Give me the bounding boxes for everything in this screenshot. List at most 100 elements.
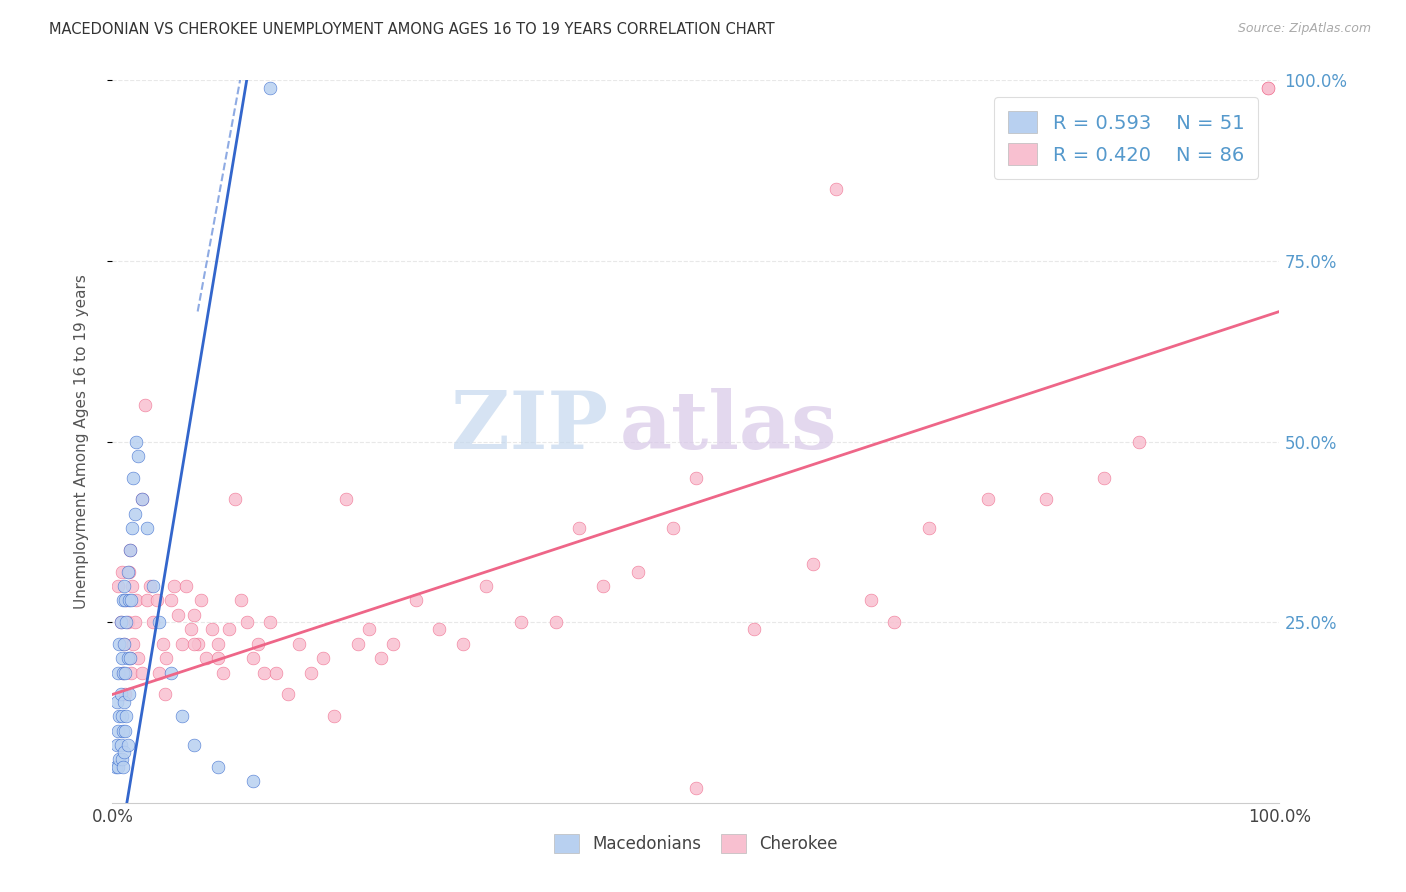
Point <box>744 623 766 637</box>
Point <box>125 593 148 607</box>
Point <box>111 752 134 766</box>
Point <box>253 665 276 680</box>
Point <box>114 665 136 680</box>
Point <box>661 521 683 535</box>
Point <box>124 507 146 521</box>
Text: atlas: atlas <box>620 388 838 467</box>
Point <box>108 752 131 766</box>
Point <box>124 615 146 630</box>
Point <box>107 579 129 593</box>
Point <box>139 579 162 593</box>
Point <box>131 665 153 680</box>
Point <box>114 593 136 607</box>
Text: Source: ZipAtlas.com: Source: ZipAtlas.com <box>1237 22 1371 36</box>
Point <box>112 637 135 651</box>
Point <box>160 665 183 680</box>
Point <box>976 492 998 507</box>
Point <box>153 687 176 701</box>
Point <box>509 615 531 630</box>
Point <box>207 760 229 774</box>
Point <box>229 593 252 607</box>
Point <box>264 665 287 680</box>
Point <box>207 651 229 665</box>
Point <box>111 665 134 680</box>
Point <box>134 398 156 412</box>
Point <box>172 709 194 723</box>
Point <box>335 492 357 507</box>
Point <box>118 651 141 665</box>
Point <box>111 723 134 738</box>
Point <box>405 593 427 607</box>
Point <box>108 637 131 651</box>
Point <box>118 542 141 557</box>
Point <box>163 579 186 593</box>
Point <box>111 760 134 774</box>
Point <box>174 579 197 593</box>
Point <box>427 623 450 637</box>
Point <box>125 434 148 449</box>
Point <box>105 695 128 709</box>
Point <box>883 615 905 630</box>
Point <box>148 665 170 680</box>
Point <box>136 521 159 535</box>
Point <box>146 593 169 607</box>
Point <box>127 449 149 463</box>
Point <box>118 651 141 665</box>
Point <box>155 651 177 665</box>
Point <box>131 492 153 507</box>
Point <box>183 637 205 651</box>
Point <box>142 579 165 593</box>
Point <box>122 637 145 651</box>
Point <box>111 593 134 607</box>
Point <box>136 593 159 607</box>
Point <box>117 615 139 630</box>
Point <box>259 80 281 95</box>
Y-axis label: Unemployment Among Ages 16 to 19 years: Unemployment Among Ages 16 to 19 years <box>75 274 89 609</box>
Point <box>627 565 650 579</box>
Point <box>117 565 139 579</box>
Point <box>288 637 311 651</box>
Point <box>118 687 141 701</box>
Point <box>1035 492 1057 507</box>
Point <box>242 774 264 789</box>
Point <box>323 709 346 723</box>
Point <box>346 637 368 651</box>
Point <box>359 623 381 637</box>
Point <box>110 615 132 630</box>
Point <box>121 579 143 593</box>
Point <box>122 470 145 484</box>
Point <box>111 665 134 680</box>
Point <box>1257 80 1279 95</box>
Point <box>235 615 257 630</box>
Point <box>111 709 134 723</box>
Point <box>110 615 132 630</box>
Point <box>115 709 138 723</box>
Point <box>142 615 165 630</box>
Point <box>120 665 142 680</box>
Point <box>127 651 149 665</box>
Point <box>190 593 212 607</box>
Point <box>685 781 707 796</box>
Point <box>201 623 224 637</box>
Point <box>187 637 209 651</box>
Point <box>544 615 567 630</box>
Point <box>194 651 217 665</box>
Point <box>1094 470 1116 484</box>
Point <box>112 637 135 651</box>
Point <box>207 637 229 651</box>
Point <box>107 723 129 738</box>
Point <box>118 542 141 557</box>
Point <box>370 651 392 665</box>
Point <box>224 492 246 507</box>
Point <box>311 651 333 665</box>
Point <box>115 615 138 630</box>
Point <box>172 637 194 651</box>
Point <box>121 521 143 535</box>
Point <box>1257 80 1279 95</box>
Point <box>183 738 205 752</box>
Point <box>242 651 264 665</box>
Point <box>381 637 404 651</box>
Point <box>110 687 132 701</box>
Point <box>104 760 127 774</box>
Point <box>801 558 824 572</box>
